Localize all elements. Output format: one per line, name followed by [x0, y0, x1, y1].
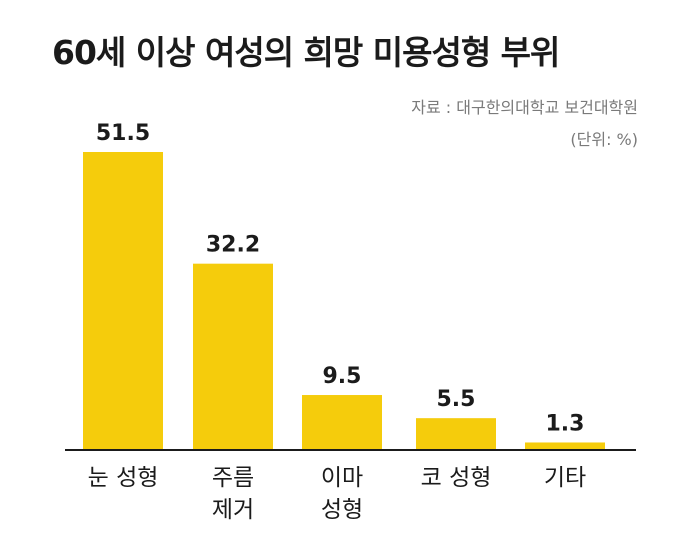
category-label-0-0: 눈 성형: [88, 465, 159, 491]
bar-0: [83, 152, 163, 450]
value-label-4: 1.3: [546, 411, 585, 436]
value-label-2: 9.5: [323, 364, 362, 389]
value-label-0: 51.5: [96, 121, 150, 146]
category-label-2-0: 이마: [321, 465, 363, 491]
bar-1: [193, 263, 273, 450]
value-label-1: 32.2: [206, 233, 260, 258]
unit-note: (단위: %): [570, 130, 638, 149]
category-label-1-1: 제거: [212, 497, 254, 523]
value-label-3: 5.5: [437, 387, 476, 412]
chart-title: 60세 이상 여성의 희망 미용성형 부위: [52, 33, 560, 72]
category-label-3-0: 코 성형: [421, 465, 492, 491]
source-note: 자료 : 대구한의대학교 보건대학원: [411, 98, 638, 117]
category-label-2-1: 성형: [321, 497, 363, 523]
bar-2: [302, 395, 382, 450]
bar-3: [416, 418, 496, 450]
category-label-1-0: 주름: [212, 465, 254, 491]
bar-4: [525, 442, 605, 450]
category-label-4-0: 기타: [544, 465, 586, 491]
bars-group: [83, 152, 605, 450]
